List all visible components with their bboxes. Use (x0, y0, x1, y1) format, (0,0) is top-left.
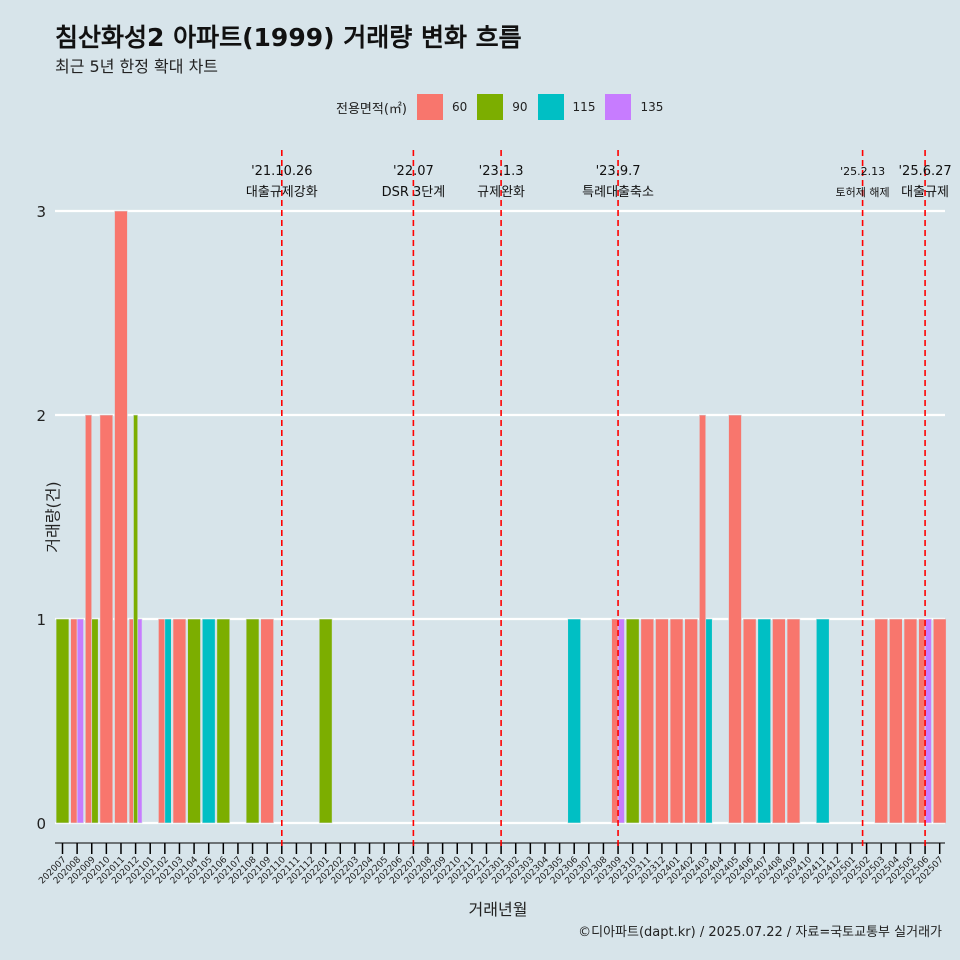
bar-115-202403 (705, 618, 713, 824)
bar-135-202506 (924, 618, 932, 824)
y-tick-label: 1 (36, 611, 46, 629)
bar-60-202011 (114, 210, 128, 824)
bar-115-202411 (815, 618, 830, 824)
bar-60-202506 (918, 618, 926, 824)
chart-title: 침산화성2 아파트(1999) 거래량 변화 흐름 (55, 23, 522, 52)
bar-60-202405 (728, 414, 742, 824)
bar-60-202103 (172, 618, 187, 824)
bar-90-202012 (133, 414, 139, 824)
bar-60-202406 (742, 618, 757, 824)
bar-115-202102 (164, 618, 172, 824)
legend-item-90: 90 (477, 94, 533, 120)
bar-115-202105 (201, 618, 216, 824)
y-axis-label: 거래량(건) (43, 481, 63, 553)
bar-60-202102 (158, 618, 166, 824)
bar-60-202403 (699, 414, 707, 824)
bar-60-202010 (99, 414, 114, 824)
legend-item-135: 135 (605, 94, 669, 120)
bar-135-202012 (137, 618, 143, 824)
event-date-label: '23.9.7 (596, 164, 641, 179)
bar-60-202309 (611, 618, 619, 824)
bar-60-202311 (640, 618, 655, 824)
event-name-label: 규제완화 (477, 185, 525, 200)
bar-60-202409 (786, 618, 801, 824)
event-name-label: DSR 3단계 (382, 185, 446, 200)
legend-swatch-135 (605, 94, 632, 120)
bar-60-202401 (669, 618, 684, 824)
bar-90-202009 (91, 618, 99, 824)
y-tick-label: 0 (36, 815, 46, 833)
event-name-label: 대출규제강화 (246, 185, 318, 200)
event-name-label: 특례대출축소 (582, 185, 654, 200)
bar-60-202408 (772, 618, 786, 824)
bar-60-202012 (128, 618, 134, 824)
event-date-label: '25.6.27 (898, 164, 951, 179)
legend-swatch-115 (537, 94, 564, 120)
source-caption: ©디아파트(dapt.kr) / 2025.07.22 / 자료=국토교통부 실… (578, 925, 942, 940)
legend-label-135: 135 (640, 100, 664, 114)
legend-title: 전용면적(㎡) (336, 101, 407, 117)
bar-90-202201 (318, 618, 333, 824)
event-date-label: '22.07 (393, 164, 434, 179)
bar-115-202407 (757, 618, 772, 824)
event-date-label: '25.2.13 (840, 165, 885, 178)
event-name-label: 토허제 해제 (836, 185, 890, 199)
x-axis-label: 거래년월 (468, 900, 528, 919)
legend-item-60: 60 (416, 94, 473, 120)
bar-90-202108 (245, 618, 260, 824)
event-date-label: '23.1.3 (479, 164, 524, 179)
bar-90-202007 (55, 618, 70, 824)
legend-label-60: 60 (451, 100, 468, 114)
y-tick-label: 2 (36, 407, 46, 425)
legend-label-90: 90 (512, 100, 528, 114)
bar-90-202104 (187, 618, 201, 824)
chart-subtitle: 최근 5년 한정 확대 차트 (55, 57, 219, 76)
bar-60-202402 (684, 618, 698, 824)
legend-swatch-60 (416, 94, 443, 120)
legend-label-115: 115 (572, 100, 596, 114)
bar-60-202507 (932, 618, 947, 824)
bar-115-202306 (567, 618, 581, 824)
bar-135-202309 (617, 618, 625, 824)
event-date-label: '21.10.26 (251, 164, 312, 179)
bar-135-202008 (76, 618, 84, 824)
legend: 전용면적(㎡) 60 90 115 135 (336, 93, 673, 121)
bar-60-202109 (260, 618, 274, 824)
y-tick-label: 3 (36, 203, 46, 221)
event-name-label: 대출규제 (901, 185, 949, 200)
legend-swatch-90 (477, 94, 504, 120)
bar-60-202505 (903, 618, 918, 824)
bar-60-202008 (70, 618, 78, 824)
bar-60-202009 (84, 414, 93, 824)
bar-60-202312 (655, 618, 669, 824)
bar-90-202106 (216, 618, 231, 824)
legend-item-115: 115 (537, 94, 602, 120)
bar-90-202310 (625, 618, 640, 824)
bar-60-202503 (874, 618, 888, 824)
bar-60-202504 (889, 618, 903, 824)
